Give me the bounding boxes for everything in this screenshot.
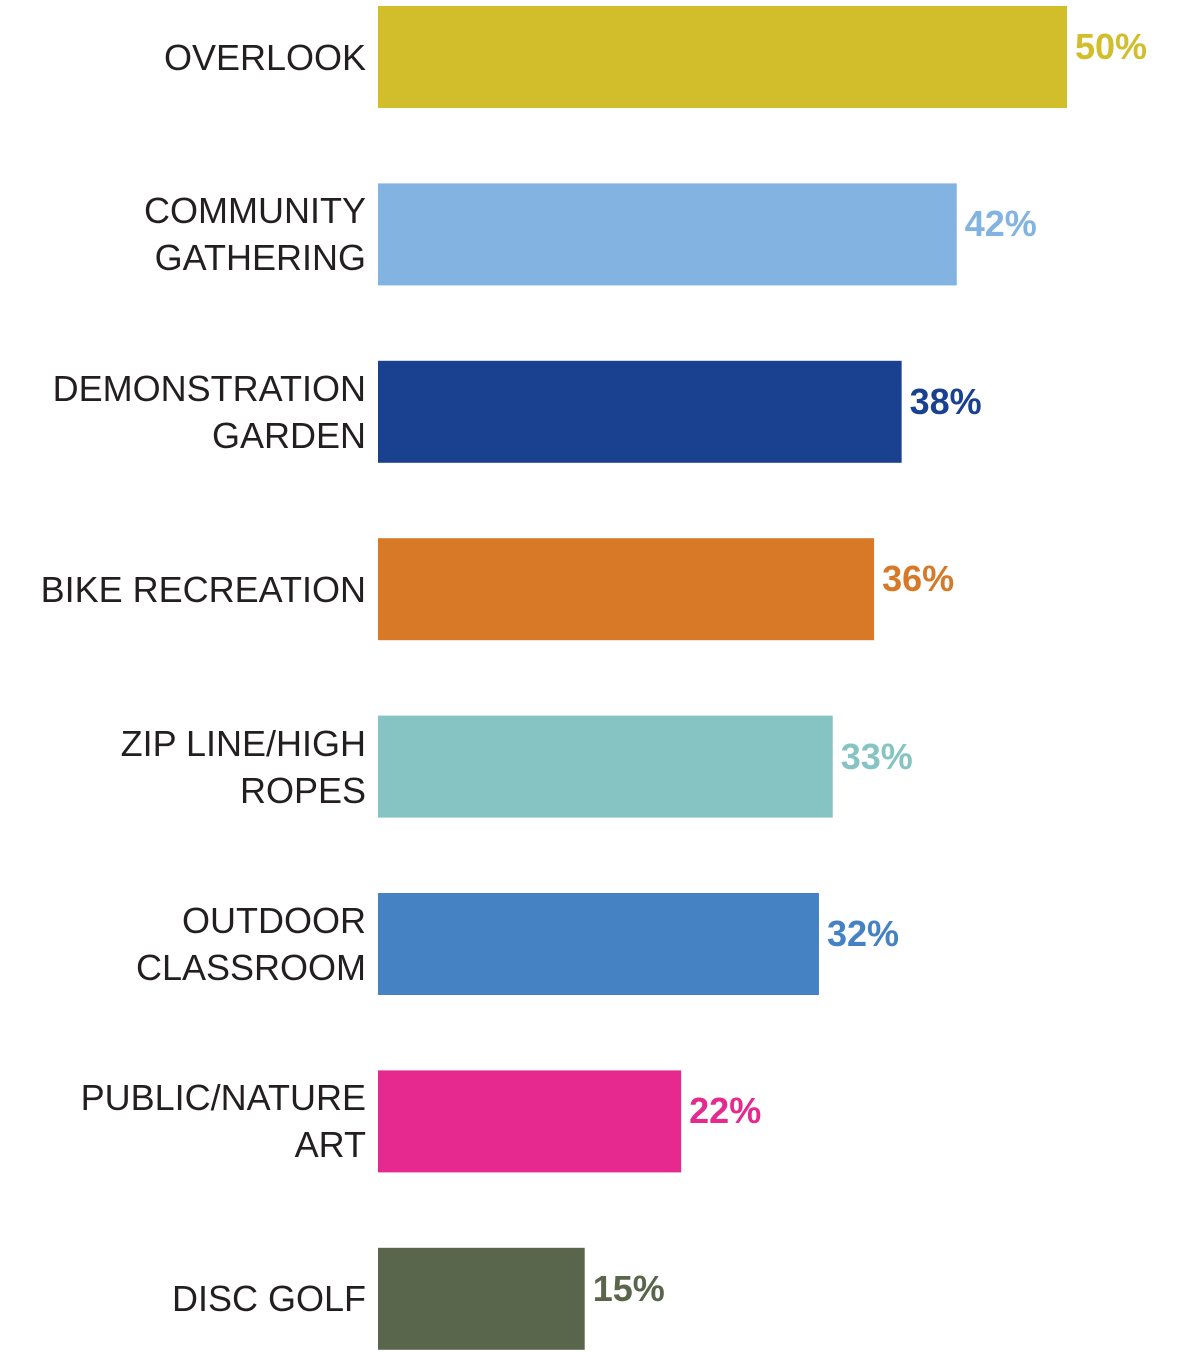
bar xyxy=(378,715,833,818)
value-label: 33% xyxy=(840,735,913,777)
value-label: 15% xyxy=(592,1267,665,1309)
category-label: DISC GOLF xyxy=(171,1278,366,1320)
value-label: 50% xyxy=(1075,26,1148,67)
bar xyxy=(378,183,957,286)
bar xyxy=(378,1247,585,1350)
category-label: BIKE RECREATION xyxy=(40,568,366,610)
bar xyxy=(378,6,1067,108)
value-label: 32% xyxy=(826,913,900,954)
bar xyxy=(378,893,819,995)
category-label: PUBLIC/NATURE ART xyxy=(80,1077,366,1166)
bar xyxy=(378,360,902,463)
category-label: OUTDOOR CLASSROOM xyxy=(135,900,366,988)
value-label: 22% xyxy=(689,1090,762,1132)
value-label: 38% xyxy=(909,380,982,422)
category-label: COMMUNITY GATHERING xyxy=(144,190,366,279)
bar xyxy=(378,1070,682,1173)
category-label: DEMONSTRATION GARDEN xyxy=(52,367,366,456)
bar xyxy=(378,538,875,641)
category-label: OVERLOOK xyxy=(163,36,366,78)
value-label: 42% xyxy=(964,203,1037,245)
category-label: ZIP LINE/HIGH ROPES xyxy=(120,722,366,811)
value-label: 36% xyxy=(882,558,955,600)
